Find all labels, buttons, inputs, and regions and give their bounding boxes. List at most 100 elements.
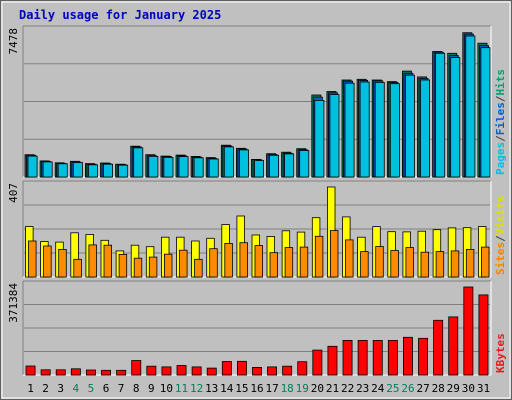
x-label-day-9: 9	[148, 382, 155, 395]
bar-pages-day-2	[42, 161, 53, 178]
bar-sites-day-12	[194, 258, 203, 278]
bar-kbytes-day-26	[402, 336, 413, 376]
bar-pages-day-12	[193, 157, 204, 178]
x-label-day-2: 2	[42, 382, 49, 395]
bar-sites-day-9	[148, 256, 158, 278]
bar-kbytes-day-14	[221, 361, 232, 376]
legend-item-visits: Visits	[494, 196, 507, 236]
bar-pages-day-15	[238, 149, 249, 178]
bar-kbytes-day-21	[327, 345, 338, 376]
bar-sites-day-19	[299, 246, 309, 278]
bar-sites-day-30	[465, 248, 475, 278]
x-label-day-16: 16	[250, 382, 263, 395]
legend-item-files: Files	[494, 102, 507, 135]
x-label-day-10: 10	[160, 382, 173, 395]
bar-pages-day-24	[374, 82, 385, 178]
x-label-day-14: 14	[220, 382, 234, 395]
bar-pages-day-21	[329, 94, 340, 178]
x-label-day-12: 12	[190, 382, 203, 395]
bar-pages-day-26	[404, 74, 415, 178]
bar-pages-day-8	[133, 147, 144, 178]
bar-kbytes-day-18	[282, 365, 293, 376]
bar-pages-day-23	[359, 81, 370, 178]
bar-pages-day-13	[208, 158, 219, 178]
bar-sites-day-1	[28, 240, 37, 278]
x-label-day-19: 19	[296, 382, 309, 395]
bar-pages-day-31	[480, 47, 491, 178]
bar-kbytes-day-8	[131, 360, 142, 376]
x-label-day-6: 6	[103, 382, 110, 395]
bar-sites-day-7	[118, 253, 128, 278]
bar-pages-day-22	[344, 82, 355, 178]
bar-sites-day-17	[269, 252, 278, 278]
x-label-day-15: 15	[235, 382, 248, 395]
series-sites	[28, 230, 490, 278]
x-label-day-22: 22	[341, 382, 354, 395]
bar-sites-day-13	[209, 248, 218, 278]
x-label-day-29: 29	[447, 382, 460, 395]
bar-kbytes-day-22	[342, 339, 353, 376]
x-label-day-30: 30	[462, 382, 475, 395]
bar-pages-day-25	[389, 83, 400, 178]
x-label-day-13: 13	[205, 382, 218, 395]
panel-visits: 407 Sites/Visits	[7, 180, 507, 278]
bar-pages-day-19	[299, 150, 310, 178]
bar-kbytes-day-28	[433, 319, 444, 376]
bar-kbytes-day-5	[86, 369, 96, 376]
series-kbytes	[25, 286, 489, 376]
legend-item-separator: /	[494, 135, 507, 142]
bar-pages-day-16	[254, 160, 265, 178]
x-label-day-25: 25	[386, 382, 399, 395]
bar-kbytes-day-12	[191, 366, 202, 376]
bar-sites-day-3	[58, 248, 67, 278]
x-label-day-21: 21	[326, 382, 339, 395]
bar-kbytes-day-20	[312, 349, 323, 376]
panel-kbytes: 371384 KBytes	[7, 280, 507, 376]
x-label-day-5: 5	[88, 382, 95, 395]
legend-traffic: Pages/Files/Hits	[494, 69, 507, 175]
bar-pages-day-18	[284, 153, 295, 178]
bar-kbytes-day-9	[146, 365, 157, 376]
x-label-day-11: 11	[175, 382, 188, 395]
bar-pages-day-14	[223, 146, 234, 178]
bar-sites-day-4	[73, 258, 82, 278]
x-label-day-31: 31	[477, 382, 490, 395]
bar-pages-day-1	[27, 155, 38, 178]
bar-sites-day-6	[103, 244, 112, 278]
bar-sites-day-2	[43, 245, 52, 278]
bar-sites-day-23	[360, 251, 369, 278]
bar-sites-day-25	[390, 250, 399, 278]
bar-kbytes-day-10	[161, 366, 172, 376]
bar-kbytes-day-4	[70, 368, 81, 376]
series-pages	[27, 35, 491, 178]
legend-item-hits: Hits	[494, 69, 507, 96]
bar-sites-day-28	[435, 251, 445, 278]
x-label-day-28: 28	[432, 382, 445, 395]
x-label-day-26: 26	[401, 382, 414, 395]
legend-item-separator: /	[494, 95, 507, 102]
x-label-day-23: 23	[356, 382, 369, 395]
x-label-day-18: 18	[281, 382, 294, 395]
bar-pages-day-17	[269, 154, 280, 178]
bar-pages-day-7	[118, 164, 129, 178]
y-max-label: 371384	[7, 283, 20, 323]
x-label-day-4: 4	[72, 382, 79, 395]
bar-sites-day-10	[163, 253, 173, 278]
bar-pages-day-30	[465, 35, 476, 178]
bar-kbytes-day-13	[206, 367, 217, 376]
bar-pages-day-5	[88, 164, 98, 178]
x-label-day-3: 3	[57, 382, 64, 395]
bar-pages-day-9	[148, 155, 159, 178]
legend-item-separator: /	[494, 235, 507, 242]
bar-kbytes-day-27	[418, 337, 429, 376]
bar-sites-day-5	[88, 244, 97, 278]
bar-sites-day-27	[420, 251, 429, 278]
y-max-label: 7478	[7, 28, 20, 55]
bar-kbytes-day-1	[25, 365, 36, 376]
bar-sites-day-11	[179, 249, 188, 278]
x-label-day-24: 24	[371, 382, 385, 395]
legend-item-pages: Pages	[494, 142, 507, 175]
bar-sites-day-16	[254, 245, 263, 278]
